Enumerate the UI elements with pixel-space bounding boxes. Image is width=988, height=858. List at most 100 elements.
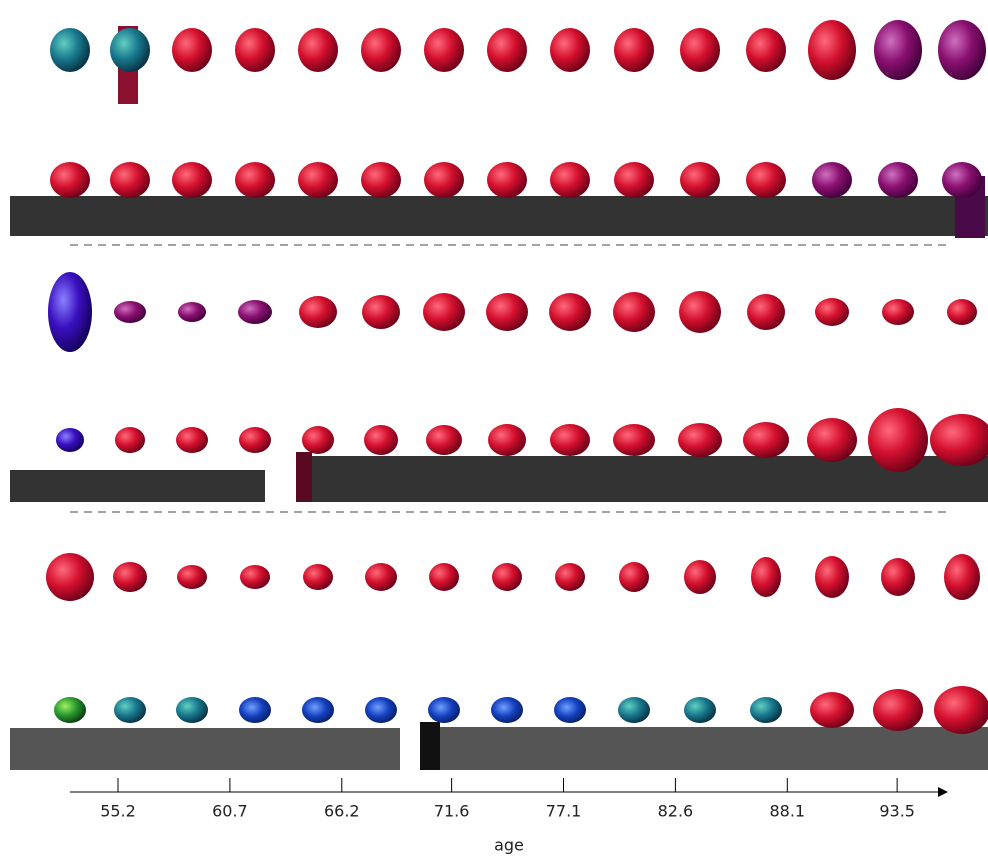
glyph	[680, 162, 720, 198]
glyph	[172, 28, 212, 72]
glyph	[114, 697, 146, 723]
glyph	[365, 697, 397, 723]
glyph	[240, 565, 270, 589]
glyph	[486, 293, 528, 331]
glyph	[302, 426, 334, 454]
glyph	[298, 28, 338, 72]
glyph	[177, 565, 207, 589]
glyph	[747, 294, 785, 330]
glyph	[110, 162, 150, 198]
glyph	[549, 293, 591, 331]
glyph	[235, 28, 275, 72]
glyph	[550, 28, 590, 72]
glyph	[815, 556, 849, 598]
glyph	[684, 697, 716, 723]
glyph	[426, 425, 462, 455]
glyph	[423, 293, 465, 331]
glyph	[746, 28, 786, 72]
glyph	[554, 697, 586, 723]
glyph	[750, 697, 782, 723]
glyph	[808, 20, 856, 80]
glyph	[239, 697, 271, 723]
glyph	[882, 299, 914, 325]
glyph	[942, 162, 982, 198]
glyph	[938, 20, 986, 80]
glyph	[172, 162, 212, 198]
glyph	[550, 424, 590, 456]
glyph	[299, 296, 337, 328]
glyph	[178, 302, 206, 322]
x-tick-label: 88.1	[769, 802, 805, 821]
glyph	[110, 28, 150, 72]
glyph	[235, 162, 275, 198]
x-tick-label: 77.1	[546, 802, 582, 821]
glyph	[239, 427, 271, 453]
glyph	[54, 697, 86, 723]
ground-block	[420, 722, 440, 770]
glyph	[487, 28, 527, 72]
glyph	[684, 560, 716, 594]
glyph	[680, 28, 720, 72]
glyph	[115, 427, 145, 453]
glyph	[878, 162, 918, 198]
glyph	[424, 162, 464, 198]
ground-bar	[440, 727, 988, 770]
glyph	[678, 423, 722, 457]
glyph	[113, 562, 147, 592]
glyph	[746, 162, 786, 198]
glyph	[361, 162, 401, 198]
x-tick-label: 71.6	[434, 802, 470, 821]
glyph	[751, 557, 781, 597]
glyph	[874, 20, 922, 80]
glyph	[302, 697, 334, 723]
x-tick-label: 93.5	[879, 802, 915, 821]
glyph	[303, 564, 333, 590]
ground-bar	[10, 728, 400, 770]
glyph	[947, 299, 977, 325]
glyph	[50, 28, 90, 72]
glyph	[238, 300, 272, 324]
glyph	[488, 424, 526, 456]
x-tick-label: 60.7	[212, 802, 248, 821]
x-axis-label: age	[494, 836, 524, 855]
glyph	[614, 28, 654, 72]
glyph	[176, 697, 208, 723]
glyph	[424, 28, 464, 72]
glyph	[743, 422, 789, 458]
glyph	[487, 162, 527, 198]
glyph	[114, 301, 146, 323]
glyph	[555, 563, 585, 591]
figure: age 55.260.766.271.677.182.688.193.5	[0, 0, 988, 858]
glyph	[815, 298, 849, 326]
axis-arrow	[938, 787, 948, 797]
glyph	[50, 162, 90, 198]
glyph	[881, 558, 915, 596]
glyph	[48, 272, 92, 352]
glyph	[614, 162, 654, 198]
glyph	[613, 292, 655, 332]
glyph	[810, 692, 854, 728]
glyph	[428, 697, 460, 723]
glyph	[618, 697, 650, 723]
ground-bar	[10, 196, 988, 236]
glyph	[613, 424, 655, 456]
glyph	[934, 686, 988, 734]
glyph	[56, 428, 84, 452]
glyph	[364, 425, 398, 455]
glyph	[868, 408, 928, 472]
glyph	[361, 28, 401, 72]
ground-bar	[10, 470, 265, 502]
glyph	[298, 162, 338, 198]
glyph	[812, 162, 852, 198]
glyph	[679, 291, 721, 333]
glyph-rows	[10, 20, 988, 770]
glyph	[362, 295, 400, 329]
glyph	[807, 418, 857, 462]
glyph	[550, 162, 590, 198]
ground-block	[296, 452, 312, 502]
glyph	[176, 427, 208, 453]
glyph	[491, 697, 523, 723]
glyph	[619, 562, 649, 592]
glyph	[429, 563, 459, 591]
